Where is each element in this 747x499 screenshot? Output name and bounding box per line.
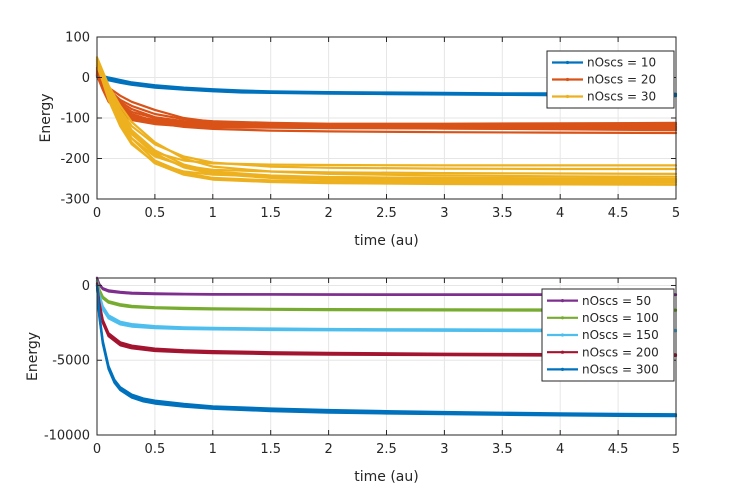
legend-marker xyxy=(565,60,570,65)
legend-label: nOscs = 30 xyxy=(587,90,656,104)
series-line xyxy=(95,284,678,418)
legend-label: nOscs = 300 xyxy=(582,363,659,377)
bottom-series-lines xyxy=(95,276,678,418)
x-tick-label: 5 xyxy=(672,442,680,457)
legend-marker xyxy=(565,94,570,99)
series-line xyxy=(95,282,678,356)
series-line xyxy=(95,73,678,96)
y-tick-label: -100 xyxy=(60,112,90,127)
x-tick-label: 2.5 xyxy=(376,206,397,221)
x-tick-label: 3 xyxy=(440,206,448,221)
x-tick-label: 2 xyxy=(324,206,332,221)
x-tick-label: 1 xyxy=(209,206,217,221)
y-tick-label: -5000 xyxy=(52,354,90,369)
legend-marker xyxy=(560,316,565,320)
series-line xyxy=(95,58,678,183)
legend-marker xyxy=(560,299,565,303)
legend-label: nOscs = 10 xyxy=(587,56,656,70)
series-line xyxy=(95,279,678,311)
legend-label: nOscs = 150 xyxy=(582,328,659,342)
y-tick-label: 0 xyxy=(82,279,90,294)
top-energy-panel: 0 0.5 1 1.5 2 2.5 3 3.5 4 4.5 5 -300 -200 -100 0 100 t… xyxy=(38,31,680,250)
y-tick-label: 0 xyxy=(82,71,90,86)
x-tick-label: 0 xyxy=(93,442,101,457)
top-legend: nOscs = 10 nOscs = 20 nOscs = 30 xyxy=(546,50,675,109)
series-line xyxy=(95,282,678,333)
legend-marker xyxy=(565,77,570,82)
series-line xyxy=(95,276,678,296)
x-tick-label: 0.5 xyxy=(145,442,166,457)
top-y-ticks: -300 -200 -100 0 100 xyxy=(60,31,676,208)
bottom-x-axis-label: time (au) xyxy=(354,469,418,485)
series-line xyxy=(95,280,678,332)
legend-label: nOscs = 200 xyxy=(582,345,659,359)
bottom-y-ticks: -10000 -5000 0 xyxy=(44,279,676,444)
legend-label: nOscs = 50 xyxy=(582,294,651,308)
y-tick-label: 100 xyxy=(65,31,90,46)
x-tick-label: 5 xyxy=(672,206,680,221)
x-tick-label: 3.5 xyxy=(492,206,513,221)
x-tick-label: 3 xyxy=(440,442,448,457)
y-tick-label: -200 xyxy=(60,152,90,167)
legend-label: nOscs = 100 xyxy=(582,311,659,325)
series-line xyxy=(95,283,678,357)
bottom-x-ticks: 0 0.5 1 1.5 2 2.5 3 3.5 4 4.5 5 xyxy=(93,278,680,457)
y-tick-label: -10000 xyxy=(44,429,90,444)
x-tick-label: 4.5 xyxy=(608,442,629,457)
top-series-lines xyxy=(95,56,678,186)
series-line xyxy=(95,62,678,186)
x-tick-label: 2 xyxy=(324,442,332,457)
x-tick-label: 0.5 xyxy=(145,206,166,221)
top-y-axis-label: Energy xyxy=(38,93,54,142)
x-tick-label: 4 xyxy=(556,442,564,457)
y-tick-label: -300 xyxy=(60,193,90,208)
bottom-legend: nOscs = 50 nOscs = 100 nOscs = 150 nOscs = … xyxy=(541,288,675,382)
bottom-y-axis-label: Energy xyxy=(25,332,41,381)
x-tick-label: 1.5 xyxy=(260,442,281,457)
series-line xyxy=(95,284,678,416)
legend-marker xyxy=(560,350,565,354)
x-tick-label: 1 xyxy=(209,442,217,457)
top-x-ticks: 0 0.5 1 1.5 2 2.5 3 3.5 4 4.5 5 xyxy=(93,37,680,221)
x-tick-label: 1.5 xyxy=(260,206,281,221)
x-tick-label: 0 xyxy=(93,206,101,221)
x-tick-label: 3.5 xyxy=(492,442,513,457)
x-tick-label: 4 xyxy=(556,206,564,221)
x-tick-label: 2.5 xyxy=(376,442,397,457)
bottom-energy-panel: 0 0.5 1 1.5 2 2.5 3 3.5 4 4.5 5 -10000 -5000 0 time … xyxy=(25,276,680,485)
top-x-axis-label: time (au) xyxy=(354,233,418,249)
legend-label: nOscs = 20 xyxy=(587,73,656,87)
legend-marker xyxy=(560,333,565,337)
x-tick-label: 4.5 xyxy=(608,206,629,221)
legend-marker xyxy=(560,367,565,371)
